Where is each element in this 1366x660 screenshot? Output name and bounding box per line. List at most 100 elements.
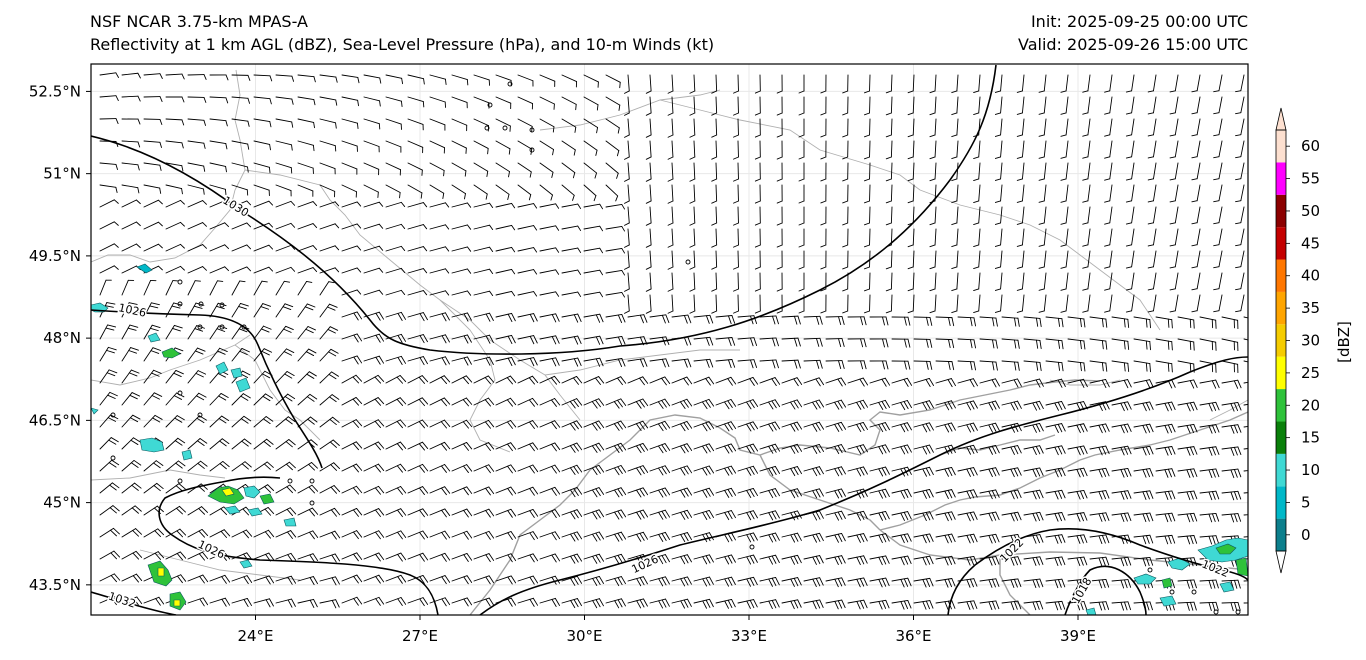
wind-barb bbox=[429, 162, 445, 177]
wind-barb bbox=[253, 200, 274, 208]
wind-barb bbox=[1133, 557, 1154, 567]
wind-barb bbox=[605, 247, 626, 254]
wind-barb bbox=[1199, 535, 1220, 545]
wind-barb bbox=[231, 529, 253, 539]
lat-tick-label: 52.5°N bbox=[29, 82, 81, 100]
wind-barb bbox=[891, 377, 913, 387]
wind-barb bbox=[583, 313, 604, 323]
wind-barb bbox=[929, 162, 937, 182]
wind-barb bbox=[363, 74, 382, 84]
wind-barb bbox=[539, 184, 553, 201]
wind-barb bbox=[605, 531, 627, 542]
wind-barb bbox=[143, 460, 164, 472]
wind-barb bbox=[1125, 250, 1135, 269]
wind-barb bbox=[803, 577, 824, 588]
wind-barb bbox=[1133, 423, 1154, 434]
wind-barb bbox=[1235, 294, 1245, 313]
wind-barb bbox=[121, 550, 143, 560]
wind-barb bbox=[583, 203, 604, 210]
wind-barb bbox=[407, 334, 428, 344]
wind-barb bbox=[689, 272, 696, 292]
wind-barb bbox=[1111, 338, 1130, 350]
wind-barb bbox=[1213, 272, 1223, 291]
wind-barb bbox=[385, 162, 401, 176]
wind-barb bbox=[847, 422, 868, 433]
wind-barb bbox=[451, 375, 473, 385]
wind-barb bbox=[1089, 490, 1110, 500]
wind-barb bbox=[737, 359, 758, 369]
wind-barb bbox=[864, 294, 871, 314]
wind-barb bbox=[539, 225, 560, 231]
wind-barb bbox=[711, 162, 718, 182]
wind-barb bbox=[798, 118, 805, 138]
wind-barb bbox=[341, 574, 363, 584]
wind-barb bbox=[1089, 445, 1110, 456]
wind-barb bbox=[951, 228, 959, 248]
wind-barb bbox=[297, 530, 319, 540]
lat-tick-label: 51°N bbox=[43, 165, 81, 183]
wind-barb bbox=[1082, 118, 1091, 137]
wind-barb bbox=[143, 528, 165, 538]
wind-barb bbox=[825, 399, 847, 410]
wind-barb bbox=[209, 415, 230, 428]
wind-barb bbox=[885, 294, 893, 314]
wind-barb bbox=[693, 554, 714, 565]
wind-barb bbox=[689, 140, 696, 160]
wind-barb bbox=[1067, 467, 1088, 478]
wind-barb bbox=[539, 162, 554, 178]
wind-barb bbox=[929, 140, 937, 160]
wind-barb bbox=[994, 294, 1003, 313]
wind-barb bbox=[994, 140, 1003, 159]
wind-barb bbox=[319, 140, 337, 152]
lat-tick-label: 45°N bbox=[43, 494, 81, 512]
wind-barb bbox=[1235, 162, 1245, 181]
wind-barb bbox=[275, 162, 293, 174]
wind-barb bbox=[715, 576, 736, 587]
wind-barb bbox=[1177, 401, 1198, 412]
wind-barb bbox=[1023, 556, 1044, 566]
wind-barb bbox=[385, 441, 407, 451]
wind-barb bbox=[561, 357, 582, 367]
wind-barb bbox=[605, 465, 627, 476]
wind-barb bbox=[187, 184, 205, 195]
wind-barb bbox=[973, 140, 981, 159]
wind-barb bbox=[605, 553, 626, 564]
wind-barb bbox=[754, 74, 761, 94]
wind-barb bbox=[754, 272, 761, 292]
wind-barb bbox=[913, 577, 934, 588]
wind-barb bbox=[209, 200, 229, 208]
wind-barb bbox=[297, 140, 315, 152]
wind-barb bbox=[693, 598, 714, 609]
wind-barb bbox=[754, 96, 761, 116]
wind-barb bbox=[297, 416, 318, 428]
wind-barb bbox=[561, 291, 582, 298]
wind-barb bbox=[798, 162, 805, 182]
wind-barb bbox=[561, 225, 582, 232]
wind-barb bbox=[869, 399, 890, 410]
wind-barb bbox=[275, 184, 292, 197]
wind-barb bbox=[143, 162, 162, 171]
wind-barb bbox=[667, 294, 674, 314]
wind-barb bbox=[143, 347, 162, 362]
wind-barb bbox=[473, 184, 488, 200]
wind-barb bbox=[495, 74, 512, 87]
wind-barb bbox=[627, 442, 649, 454]
wind-barb bbox=[929, 250, 937, 270]
wind-barb bbox=[275, 461, 296, 472]
wind-barb bbox=[864, 140, 871, 160]
wind-barb bbox=[935, 555, 956, 566]
wind-barb bbox=[693, 358, 714, 368]
wind-barb bbox=[715, 399, 737, 410]
wind-barb bbox=[671, 532, 692, 543]
wind-barb bbox=[539, 398, 561, 407]
wind-barb bbox=[1213, 118, 1223, 137]
wind-barb bbox=[913, 466, 934, 477]
wind-barb bbox=[689, 228, 696, 248]
wind-barb bbox=[671, 314, 692, 324]
wind-barb bbox=[1067, 489, 1088, 500]
wind-barb bbox=[1111, 401, 1132, 412]
wind-barb bbox=[864, 184, 871, 204]
wind-barb bbox=[539, 96, 555, 110]
wind-barb bbox=[407, 202, 428, 208]
wind-barb bbox=[1177, 468, 1198, 478]
